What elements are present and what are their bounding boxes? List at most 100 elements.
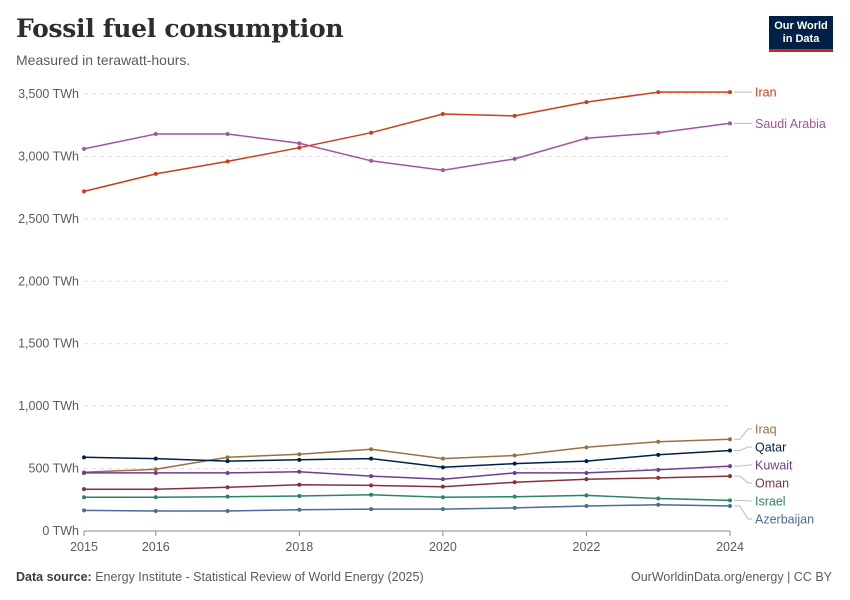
data-point-iran[interactable] [584,100,589,105]
data-point-israel[interactable] [82,495,86,500]
data-point-iran[interactable] [369,130,374,135]
data-point-qatar[interactable] [369,456,374,461]
data-point-saudi-arabia[interactable] [656,130,661,135]
data-point-iran[interactable] [656,90,661,95]
data-point-oman[interactable] [512,480,517,485]
y-tick-label: 1,000 TWh [18,399,79,413]
data-point-iran[interactable] [512,113,517,118]
data-point-qatar[interactable] [153,456,158,461]
data-point-iraq[interactable] [656,439,661,444]
data-point-oman[interactable] [153,487,158,492]
series-line-iran[interactable] [83,91,730,193]
data-point-kuwait[interactable] [728,464,732,469]
data-source-label: Data source: [16,570,92,584]
data-point-kuwait[interactable] [225,470,230,475]
data-point-iran[interactable] [728,90,732,95]
data-point-kuwait[interactable] [440,477,445,482]
series-label-saudi-arabia[interactable]: Saudi Arabia [755,117,826,131]
owid-logo[interactable]: Our World in Data [769,16,833,52]
data-point-azerbaijan[interactable] [369,507,374,512]
data-point-iraq[interactable] [584,445,589,450]
data-point-azerbaijan[interactable] [153,509,158,514]
data-point-saudi-arabia[interactable] [297,141,302,146]
data-point-saudi-arabia[interactable] [728,121,732,126]
data-point-israel[interactable] [512,494,517,499]
data-point-saudi-arabia[interactable] [153,131,158,136]
series-label-oman[interactable]: Oman [755,477,789,491]
series-line-israel[interactable] [84,494,731,502]
data-point-saudi-arabia[interactable] [512,156,517,161]
data-point-oman[interactable] [584,477,589,482]
series-label-azerbaijan[interactable]: Azerbaijan [755,513,814,527]
data-point-oman[interactable] [297,482,302,487]
data-point-oman[interactable] [656,475,661,480]
data-point-iraq[interactable] [369,447,374,452]
data-point-kuwait[interactable] [656,467,661,472]
series-line-qatar[interactable] [83,449,731,469]
data-point-azerbaijan[interactable] [728,504,732,509]
data-point-azerbaijan[interactable] [584,504,589,509]
data-point-azerbaijan[interactable] [512,505,517,510]
data-point-iran[interactable] [297,145,302,150]
data-point-qatar[interactable] [656,452,661,457]
data-point-iran[interactable] [82,189,86,194]
data-point-kuwait[interactable] [297,469,302,474]
footer-credit[interactable]: OurWorldinData.org/energy | CC BY [630,570,832,584]
data-point-iraq[interactable] [297,452,302,457]
data-point-iraq[interactable] [512,453,517,458]
data-point-qatar[interactable] [82,455,86,460]
series-line-saudi-arabia[interactable] [83,122,731,171]
data-point-saudi-arabia[interactable] [225,131,230,136]
series-line-azerbaijan[interactable] [83,504,731,512]
data-point-iran[interactable] [440,111,445,116]
data-point-iran[interactable] [153,171,158,176]
data-point-israel[interactable] [153,495,158,500]
data-point-qatar[interactable] [584,459,589,464]
series-line-iraq[interactable] [83,438,731,474]
data-point-saudi-arabia[interactable] [369,158,374,163]
data-point-israel[interactable] [440,495,445,500]
data-point-kuwait[interactable] [153,470,158,475]
data-point-qatar[interactable] [512,461,517,466]
data-point-qatar[interactable] [728,448,732,453]
series-label-kuwait[interactable]: Kuwait [755,459,793,473]
data-point-kuwait[interactable] [512,470,517,475]
data-point-oman[interactable] [82,487,86,492]
series-line-kuwait[interactable] [84,465,731,480]
data-point-azerbaijan[interactable] [297,507,302,512]
data-point-israel[interactable] [297,494,302,499]
series-label-israel[interactable]: Israel [755,495,786,509]
data-point-israel[interactable] [584,493,589,498]
series-label-iran[interactable]: Iran [755,86,777,100]
data-point-iraq[interactable] [440,456,445,461]
data-point-oman[interactable] [728,474,732,479]
data-point-azerbaijan[interactable] [225,509,230,514]
data-point-iran[interactable] [225,159,230,164]
data-point-saudi-arabia[interactable] [82,146,86,151]
data-point-israel[interactable] [728,498,732,503]
series-label-iraq[interactable]: Iraq [755,423,777,437]
data-point-qatar[interactable] [297,457,302,462]
data-point-israel[interactable] [225,494,230,499]
data-point-israel[interactable] [656,496,661,501]
series-label-qatar[interactable]: Qatar [755,441,786,455]
data-point-kuwait[interactable] [369,474,374,479]
data-point-iraq[interactable] [153,467,158,472]
data-point-kuwait[interactable] [82,470,86,475]
data-point-iraq[interactable] [225,455,230,460]
data-point-oman[interactable] [440,484,445,489]
data-point-saudi-arabia[interactable] [584,136,589,141]
data-point-oman[interactable] [369,483,374,488]
data-point-azerbaijan[interactable] [440,507,445,512]
data-point-iraq[interactable] [728,437,732,442]
data-point-israel[interactable] [369,492,374,497]
data-point-qatar[interactable] [225,459,230,464]
data-point-qatar[interactable] [440,465,445,470]
data-point-azerbaijan[interactable] [82,508,86,513]
data-point-azerbaijan[interactable] [656,502,661,507]
data-source-text[interactable]: Energy Institute - Statistical Review of… [95,570,424,584]
data-point-oman[interactable] [225,485,230,490]
data-point-saudi-arabia[interactable] [440,168,445,173]
series-line-oman[interactable] [84,475,731,490]
data-point-kuwait[interactable] [584,470,589,475]
